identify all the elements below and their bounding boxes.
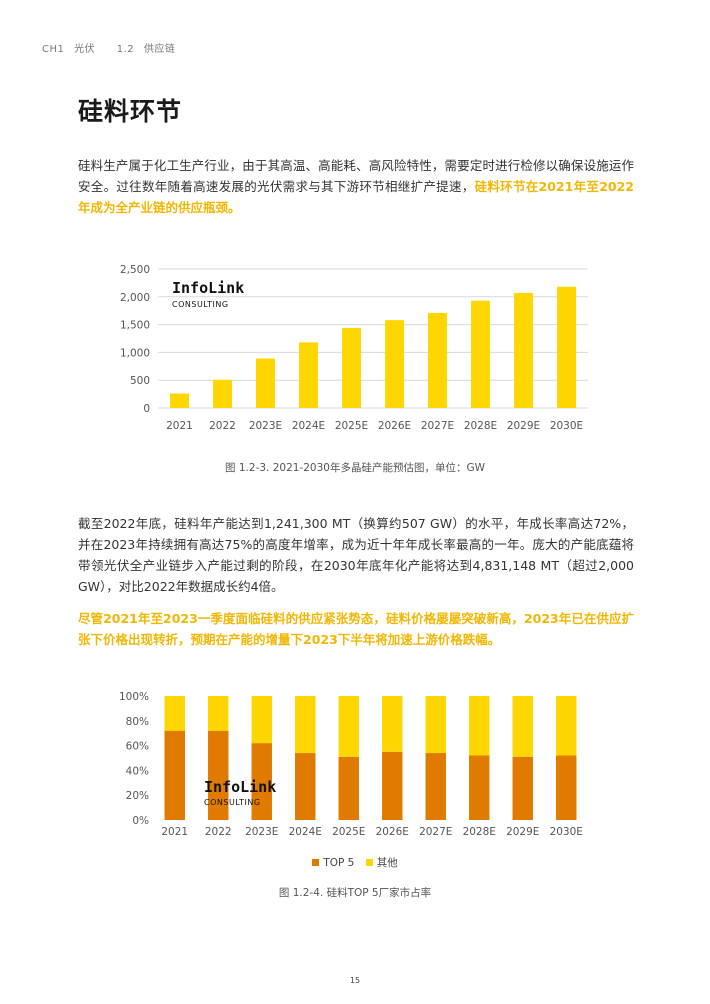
chart2-y-tick-label: 100%: [119, 691, 149, 703]
chart2-x-tick-label: 2029E: [506, 826, 539, 838]
chart2-bar-top5: [164, 730, 185, 820]
chart2-y-tick-label: 0%: [132, 815, 149, 827]
chart2-y-tick-label: 60%: [126, 741, 149, 753]
chart1-bar: [170, 393, 189, 408]
chart1-y-tick-label: 1,500: [120, 320, 150, 332]
chart2-y-axis: 0% 20% 40% 60% 80% 100%: [119, 691, 149, 827]
chart2-bar-other: [251, 696, 272, 744]
chart1-x-tick-label: 2030E: [550, 420, 583, 432]
chart1-x-tick-label: 2027E: [421, 420, 454, 432]
chart1-bar: [428, 312, 447, 408]
paragraph-price: 尽管2021年至2023一季度面临硅料的供应紧张势态，硅料价格屡屡突破新高，20…: [78, 608, 634, 650]
infolink-logo-text: InfoLink: [172, 279, 244, 297]
chart1-y-tick-label: 0: [143, 403, 150, 415]
chart1-bar: [514, 292, 533, 408]
chart2-bar-other: [164, 696, 185, 731]
infolink-logo-subtext: CONSULTING: [172, 300, 229, 309]
chart1-x-tick-label: 2029E: [507, 420, 540, 432]
chart1-bar: [385, 320, 404, 408]
chart2-bar-top5: [469, 755, 490, 820]
chart1-y-tick-label: 1,000: [120, 347, 150, 359]
chart1-bar: [299, 342, 318, 408]
chart1-x-tick-label: 2021: [166, 420, 193, 432]
breadcrumb-section-title: 供应链: [143, 44, 176, 55]
market-share-stacked-chart: 0%20%40%60%80%100% 2021 2022 2023E 2024E 202…: [119, 691, 583, 838]
paragraph-intro: 硅料生产属于化工生产行业，由于其高温、高能耗、高风险特性，需要定时进行检修以确保…: [78, 155, 634, 218]
chart2-caption: 图 1.2-4. 硅料TOP 5厂家市占率: [278, 887, 432, 899]
chart2-x-tick-label: 2028E: [463, 826, 496, 838]
paragraph-capacity: 截至2022年底，硅料年产能达到1,241,300 MT（换算约507 GW）的…: [78, 516, 634, 594]
chart1-y-tick-label: 500: [130, 375, 150, 387]
chart2-bar-top5: [382, 751, 403, 820]
chart2-bar-other: [425, 696, 446, 754]
chart2-bars: [164, 696, 577, 820]
legend-label-top5: TOP 5: [323, 857, 355, 869]
chart1-y-tick-label: 2,500: [120, 264, 150, 276]
chart1-caption: 图 1.2-3. 2021-2030年多晶硅产能预估图，单位：GW: [225, 462, 485, 474]
page-number: 15: [349, 976, 361, 985]
paragraph-intro-highlight: 硅料环节在2021年至2022年成为全产业链的供应瓶颈。: [78, 179, 634, 215]
breadcrumb-chapter-title: 光伏: [74, 44, 96, 55]
legend-item-other: 其他: [365, 855, 398, 870]
chart2-bar-other: [382, 696, 403, 752]
chart1-y-axis: 0 500 1,000 1,500 2,000 2,500: [120, 264, 150, 415]
breadcrumb-section: 1.2: [116, 44, 135, 55]
chart2-bar-other: [295, 696, 316, 754]
chart1-x-tick-label: 2024E: [292, 420, 325, 432]
chart1-bar: [342, 327, 361, 408]
chart2-y-tick-label: 40%: [126, 765, 149, 777]
chart1-bar: [471, 300, 490, 408]
chart1-y-tick-label: 2,000: [120, 292, 150, 304]
chart1-x-tick-label: 2026E: [378, 420, 411, 432]
chart1-bar: [213, 379, 232, 408]
chart2-bar-top5: [251, 743, 272, 820]
chart2-y-tick-label: 20%: [126, 790, 149, 802]
chart2-x-tick-label: 2025E: [332, 826, 365, 838]
chart2-bar-top5: [512, 756, 533, 820]
legend-swatch-top5: [312, 859, 320, 866]
chart2-y-tick-label: 80%: [126, 716, 149, 728]
chart2-x-tick-label: 2021: [161, 826, 188, 838]
chart2-bar-top5: [425, 753, 446, 820]
chart1-bar: [256, 358, 275, 408]
chart2-bar-other: [469, 696, 490, 756]
chart2-bar-other: [512, 696, 533, 757]
chart1-x-tick-label: 2023E: [249, 420, 282, 432]
paragraph-intro-text: 硅料生产属于化工生产行业，由于其高温、高能耗、高风险特性，需要定时进行检修以确保…: [78, 158, 634, 194]
chart2-x-axis: 2021 2022 2023E 2024E 2025E 2026E 2027E 2028E 20…: [161, 826, 583, 838]
chart2-bar-other: [556, 696, 577, 756]
chart2-x-tick-label: 2027E: [419, 826, 452, 838]
chart1-x-tick-label: 2025E: [335, 420, 368, 432]
chart2-bar-top5: [338, 756, 359, 820]
chart2-bar-other: [208, 696, 229, 731]
chart2-bar-top5: [556, 755, 577, 820]
chart1-bar: [557, 286, 576, 408]
chart1-x-tick-label: 2022: [209, 420, 236, 432]
chart2-bar-top5: [208, 730, 229, 820]
chart1-x-tick-label: 2028E: [464, 420, 497, 432]
legend-label-other: 其他: [376, 857, 398, 869]
paragraph-price-highlight: 尽管2021年至2023一季度面临硅料的供应紧张势态，硅料价格屡屡突破新高，20…: [78, 611, 634, 647]
chart2-x-tick-label: 2026E: [376, 826, 409, 838]
chart2-x-tick-label: 2022: [205, 826, 232, 838]
chart1-x-axis: 2021 2022 2023E 2024E 2025E 2026E 2027E 2028E 20…: [166, 420, 583, 432]
chart2-bar-other: [338, 696, 359, 757]
chart2-legend: TOP 5 其他: [0, 855, 710, 870]
chart2-x-tick-label: 2024E: [289, 826, 322, 838]
breadcrumb-chapter: CH1: [42, 44, 65, 55]
chart2-x-tick-label: 2030E: [550, 826, 583, 838]
chart1-bars: [170, 286, 576, 408]
page-title: 硅料环节: [78, 97, 183, 126]
breadcrumb: CH1 光伏 1.2 供应链: [42, 40, 181, 55]
chart2-bar-top5: [295, 753, 316, 820]
infolink-logo-subtext-2: CONSULTING: [204, 798, 261, 807]
legend-swatch-other: [365, 859, 373, 866]
legend-item-top5: TOP 5: [312, 857, 354, 869]
infolink-logo-text-2: InfoLink: [204, 778, 276, 796]
chart2-x-tick-label: 2023E: [245, 826, 278, 838]
